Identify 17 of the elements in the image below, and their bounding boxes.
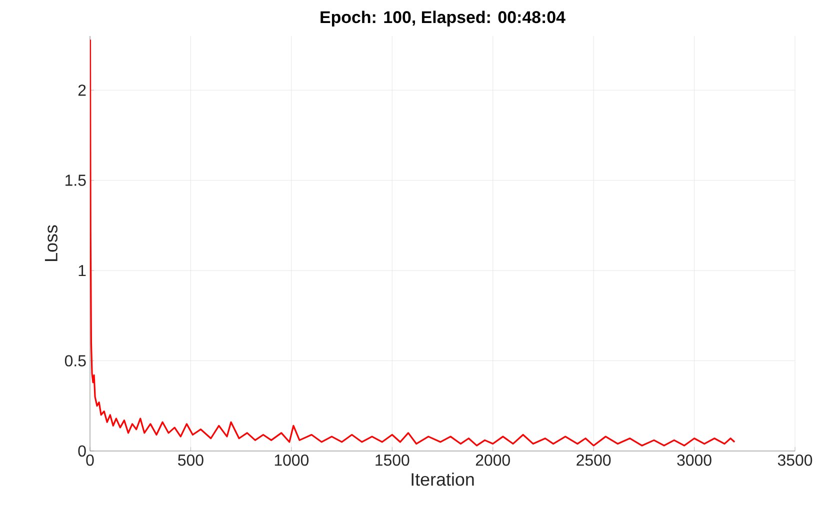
x-tick-label: 2000 xyxy=(476,454,510,466)
y-tick-label: 0.5 xyxy=(64,355,86,366)
y-tick-label: 2 xyxy=(78,84,86,96)
y-axis-title: Loss xyxy=(44,225,58,261)
x-tick-label: 2500 xyxy=(576,454,611,466)
x-tick-label: 3500 xyxy=(778,454,812,466)
x-tick-label: 3000 xyxy=(677,454,712,466)
x-tick-label: 0 xyxy=(86,454,94,466)
x-axis-title: Iteration xyxy=(412,472,474,486)
y-tick-label: 1 xyxy=(78,265,86,276)
x-tick-label: 1500 xyxy=(376,454,410,466)
chart-title: Epoch: 100, Elapsed: 00:48:04 xyxy=(320,10,566,26)
x-tick-label: 1000 xyxy=(274,454,309,466)
line-series xyxy=(90,38,736,446)
y-tick-label: 1.5 xyxy=(66,174,86,186)
x-tick-label: 500 xyxy=(178,454,204,466)
y-tick-label: 0 xyxy=(78,445,86,457)
